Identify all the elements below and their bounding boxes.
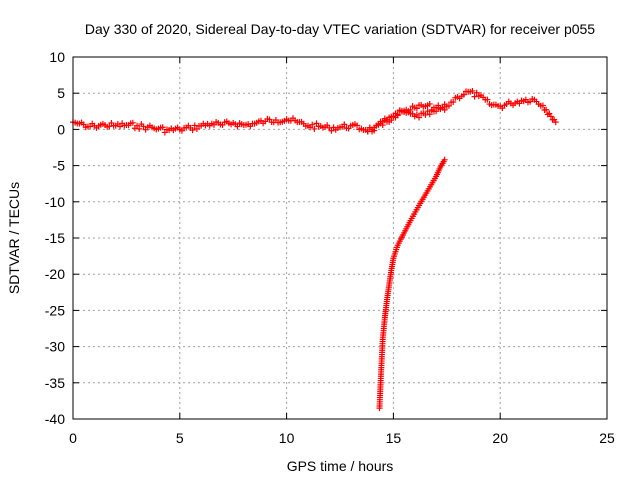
data-point-marker	[106, 123, 113, 130]
data-point-marker	[445, 102, 452, 109]
y-tick-label: -35	[45, 375, 65, 391]
data-point-marker	[543, 106, 550, 113]
x-tick-label: 20	[492, 430, 508, 446]
x-axis-label: GPS time / hours	[287, 458, 394, 474]
y-tick-label: -20	[45, 266, 65, 282]
data-point-marker	[469, 87, 476, 94]
data-point-marker	[413, 105, 420, 112]
data-point-marker	[426, 100, 433, 107]
data-point-marker	[516, 100, 523, 107]
data-point-marker	[441, 106, 448, 113]
data-point-marker	[441, 156, 448, 163]
data-point-marker	[129, 119, 136, 126]
chart-title: Day 330 of 2020, Sidereal Day-to-day VTE…	[85, 21, 595, 37]
y-tick-label: -25	[45, 302, 65, 318]
data-point-marker	[416, 114, 423, 121]
data-point-marker	[375, 121, 382, 128]
data-point-marker	[328, 127, 335, 134]
x-tick-label: 0	[69, 430, 77, 446]
y-tick-label: -40	[45, 411, 65, 427]
y-tick-label: -10	[45, 194, 65, 210]
data-point-marker	[539, 102, 546, 109]
data-point-marker	[424, 108, 431, 115]
x-tick-label: 5	[176, 430, 184, 446]
plot-frame	[72, 56, 608, 420]
data-point-marker	[134, 122, 141, 129]
data-point-marker	[422, 111, 429, 118]
data-point-marker	[484, 96, 491, 103]
data-point-marker	[234, 123, 241, 130]
data-point-marker	[189, 127, 196, 134]
y-tick-label: 5	[57, 85, 65, 101]
data-point-marker	[407, 106, 414, 113]
data-point-marker	[547, 113, 554, 120]
data-point-marker	[426, 111, 433, 118]
y-tick-label: -15	[45, 230, 65, 246]
data-point-marker	[140, 123, 147, 130]
data-point-marker	[394, 112, 401, 119]
data-point-marker	[450, 99, 457, 106]
x-tick-label: 25	[599, 430, 615, 446]
y-tick-label: -5	[53, 158, 66, 174]
data-point-marker	[369, 128, 376, 135]
data-point-marker	[159, 124, 166, 131]
data-point-marker	[311, 125, 318, 132]
data-point-marker	[341, 121, 348, 128]
tick-labels: 0 5 10 15 20 25 10 5 0 -5 -10 -15 -20 -25 -30 -35 -40	[45, 49, 615, 446]
data-points	[70, 87, 559, 412]
data-point-marker	[552, 119, 559, 126]
data-point-marker	[116, 123, 123, 130]
x-tick-label: 10	[279, 430, 295, 446]
data-point-marker	[309, 121, 316, 128]
data-point-marker	[354, 122, 361, 129]
data-point-marker	[460, 91, 467, 98]
y-axis-label: SDTVAR / TECUs	[6, 182, 22, 294]
y-tick-label: 10	[49, 49, 65, 65]
data-point-marker	[136, 125, 143, 132]
x-tick-label: 15	[386, 430, 402, 446]
data-point-marker	[379, 118, 386, 125]
y-tick-label: -30	[45, 339, 65, 355]
data-point-marker	[313, 120, 320, 127]
y-tick-label: 0	[57, 121, 65, 137]
data-point-marker	[473, 89, 480, 96]
